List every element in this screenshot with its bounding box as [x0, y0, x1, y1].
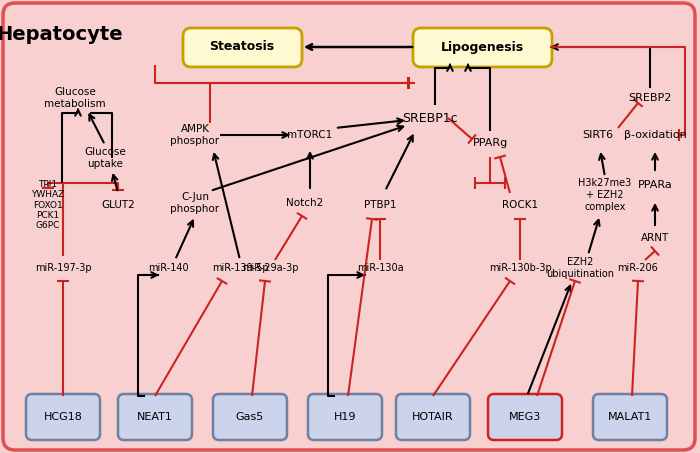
Text: miR-197-3p: miR-197-3p — [35, 263, 91, 273]
Text: miR-29a-3p: miR-29a-3p — [241, 263, 298, 273]
Text: H3k27me3
+ EZH2
complex: H3k27me3 + EZH2 complex — [578, 178, 631, 212]
FancyBboxPatch shape — [593, 394, 667, 440]
Text: miR-130a: miR-130a — [357, 263, 403, 273]
Text: Glucose
uptake: Glucose uptake — [84, 147, 126, 169]
Text: miR-139-5p: miR-139-5p — [211, 263, 268, 273]
FancyBboxPatch shape — [26, 394, 100, 440]
Text: Hepatocyte: Hepatocyte — [0, 25, 123, 44]
Text: NEAT1: NEAT1 — [137, 412, 173, 422]
FancyBboxPatch shape — [183, 28, 302, 67]
Text: β-oxidation: β-oxidation — [624, 130, 687, 140]
Text: C-Jun
phosphor: C-Jun phosphor — [170, 192, 220, 214]
Text: AMPK
phosphor: AMPK phosphor — [170, 124, 220, 146]
Text: miR-206: miR-206 — [617, 263, 659, 273]
FancyBboxPatch shape — [488, 394, 562, 440]
Text: TPI1
YWHAZ
FOXO1
PCK1
G6PC: TPI1 YWHAZ FOXO1 PCK1 G6PC — [32, 180, 64, 230]
FancyBboxPatch shape — [413, 28, 552, 67]
FancyBboxPatch shape — [3, 3, 695, 450]
Text: PPARg: PPARg — [473, 138, 508, 148]
Text: Notch2: Notch2 — [286, 198, 323, 208]
FancyBboxPatch shape — [308, 394, 382, 440]
Text: MEG3: MEG3 — [509, 412, 541, 422]
Text: ROCK1: ROCK1 — [502, 200, 538, 210]
Text: PPARa: PPARa — [638, 180, 673, 190]
Text: Gas5: Gas5 — [236, 412, 264, 422]
Text: Lipogenesis: Lipogenesis — [440, 40, 524, 53]
FancyBboxPatch shape — [396, 394, 470, 440]
Text: SIRT6: SIRT6 — [582, 130, 614, 140]
Text: HOTAIR: HOTAIR — [412, 412, 454, 422]
Text: miR-140: miR-140 — [148, 263, 188, 273]
Text: ARNT: ARNT — [641, 233, 669, 243]
Text: mTORC1: mTORC1 — [288, 130, 332, 140]
Text: MALAT1: MALAT1 — [608, 412, 652, 422]
Text: EZH2
ubiquitination: EZH2 ubiquitination — [546, 257, 614, 279]
Text: HCG18: HCG18 — [43, 412, 83, 422]
Text: PTBP1: PTBP1 — [364, 200, 396, 210]
FancyBboxPatch shape — [118, 394, 192, 440]
FancyBboxPatch shape — [213, 394, 287, 440]
Text: SREBP2: SREBP2 — [629, 93, 672, 103]
Text: Steatosis: Steatosis — [209, 40, 274, 53]
Text: H19: H19 — [334, 412, 356, 422]
Text: SREBP1c: SREBP1c — [402, 111, 458, 125]
Text: Glucose
metabolism: Glucose metabolism — [44, 87, 106, 109]
Text: miR-130b-3p: miR-130b-3p — [489, 263, 552, 273]
Text: GLUT2: GLUT2 — [101, 200, 135, 210]
